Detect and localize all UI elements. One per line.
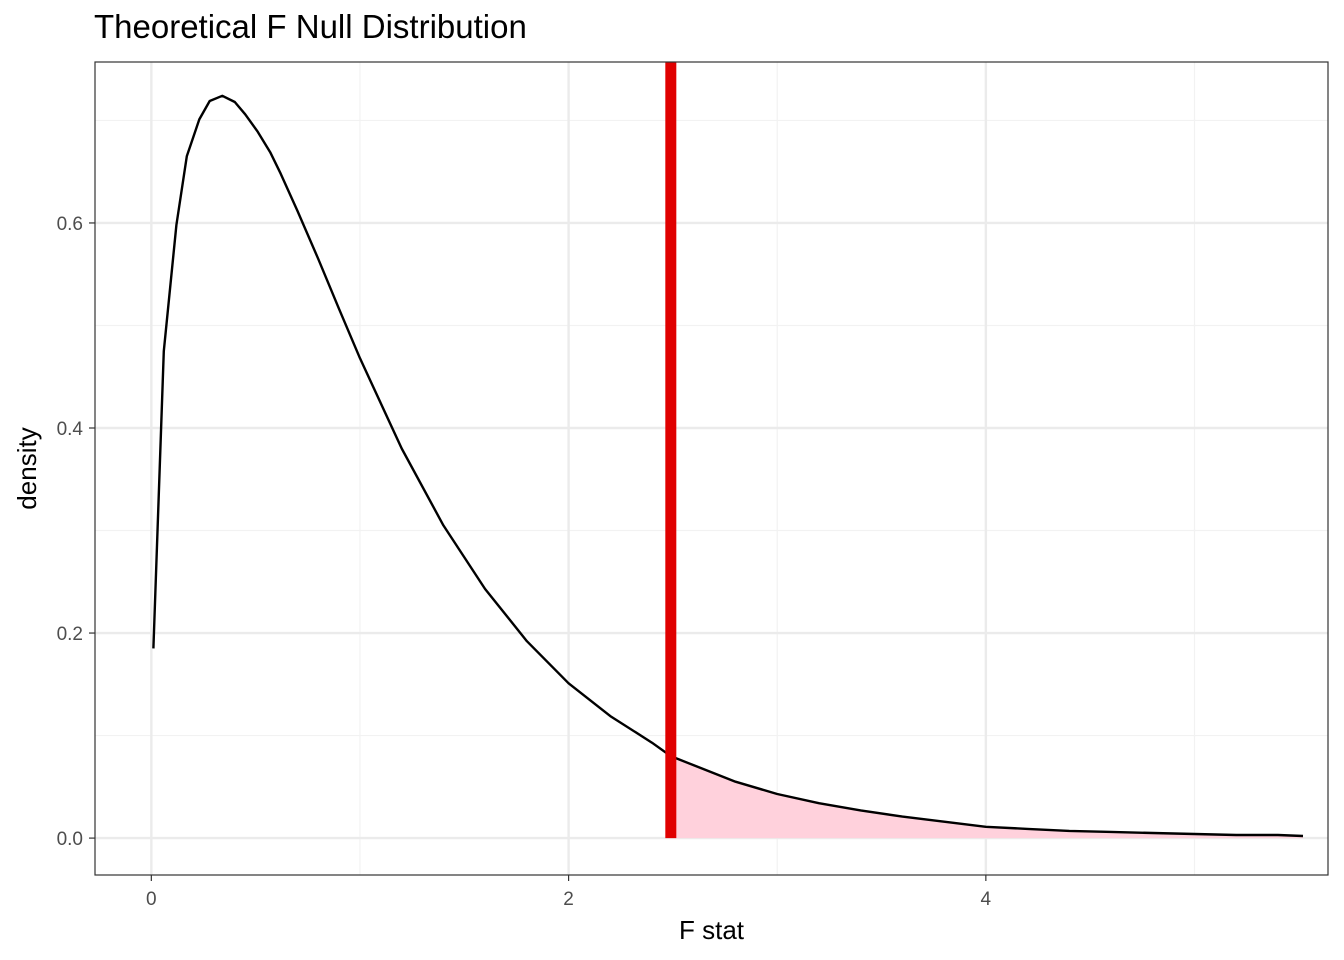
x-tick-label: 0 bbox=[146, 889, 157, 910]
x-axis-ticks: 0 2 4 bbox=[146, 875, 992, 910]
right-tail-shaded-area bbox=[670, 756, 1303, 839]
x-tick-label: 4 bbox=[981, 889, 992, 910]
x-axis-title: F stat bbox=[679, 915, 745, 945]
f-density-curve bbox=[152, 94, 1304, 838]
major-gridlines bbox=[95, 62, 1328, 875]
y-axis-ticks: 0.0 0.2 0.4 0.6 bbox=[57, 214, 95, 850]
minor-gridlines bbox=[95, 62, 1328, 875]
panel-border bbox=[94, 61, 1329, 876]
y-tick-label: 0.4 bbox=[57, 419, 84, 440]
y-tick-label: 0.6 bbox=[57, 214, 83, 235]
y-axis-title: density bbox=[12, 427, 42, 509]
x-tick-label: 2 bbox=[563, 889, 574, 910]
chart-title: Theoretical F Null Distribution bbox=[94, 8, 527, 45]
y-tick-label: 0.0 bbox=[57, 829, 83, 850]
y-tick-label: 0.2 bbox=[57, 624, 83, 645]
